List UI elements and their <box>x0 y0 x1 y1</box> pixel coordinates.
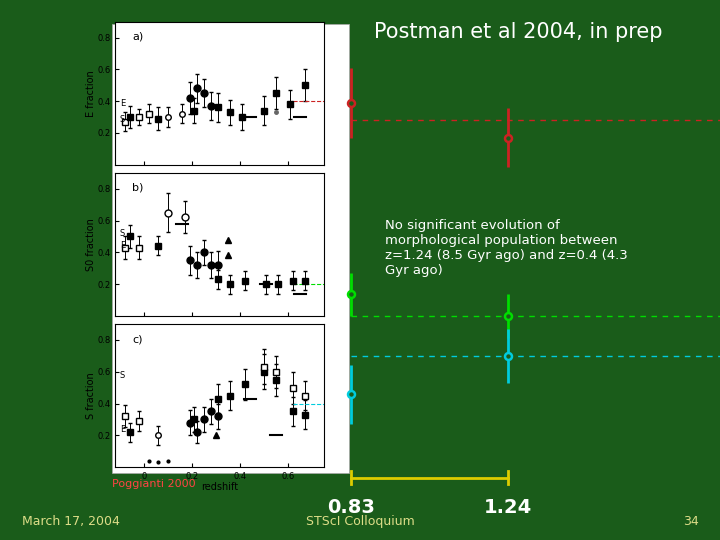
Text: E: E <box>120 425 125 434</box>
Text: S: S <box>120 371 125 380</box>
Text: S: S <box>120 230 125 238</box>
Text: c): c) <box>132 334 143 344</box>
Text: 0.83: 0.83 <box>328 498 375 517</box>
Text: 34: 34 <box>683 515 698 528</box>
Y-axis label: S fraction: S fraction <box>86 372 96 419</box>
Text: STScI Colloquium: STScI Colloquium <box>305 515 415 528</box>
Text: S: S <box>120 115 125 124</box>
Text: E: E <box>120 240 125 249</box>
Text: No significant evolution of
morphological population between
z=1.24 (8.5 Gyr ago: No significant evolution of morphologica… <box>385 219 628 276</box>
X-axis label: redshift: redshift <box>201 482 238 492</box>
FancyBboxPatch shape <box>112 24 349 472</box>
Text: Poggianti 2000: Poggianti 2000 <box>112 478 195 489</box>
Text: March 17, 2004: March 17, 2004 <box>22 515 120 528</box>
Y-axis label: S0 fraction: S0 fraction <box>86 218 96 271</box>
Text: a): a) <box>132 32 143 42</box>
Text: b): b) <box>132 183 143 193</box>
Text: 1.24: 1.24 <box>483 498 532 517</box>
Text: E: E <box>120 99 125 108</box>
Text: Postman et al 2004, in prep: Postman et al 2004, in prep <box>374 22 662 42</box>
Y-axis label: E fraction: E fraction <box>86 70 96 117</box>
